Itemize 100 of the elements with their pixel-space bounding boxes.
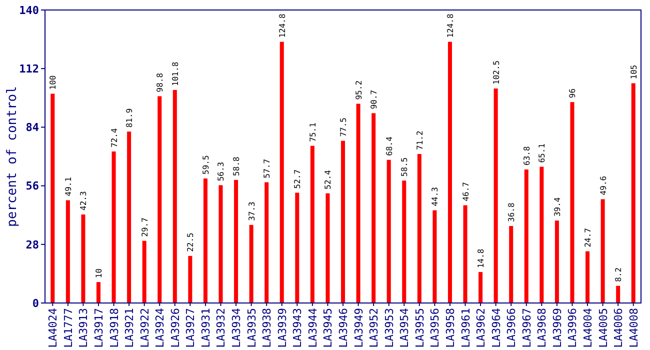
x-tick-label: LA3949 xyxy=(352,308,366,348)
x-tick-label: LA3952 xyxy=(368,308,381,348)
data-label: 75.1 xyxy=(308,122,318,142)
bar xyxy=(494,88,498,303)
bar xyxy=(66,200,70,303)
x-tick-label: LA3958 xyxy=(444,308,457,348)
data-label: 42.3 xyxy=(79,191,88,210)
y-tick-label: 84 xyxy=(26,121,40,134)
data-label: 49.1 xyxy=(64,176,73,196)
data-label: 58.8 xyxy=(232,156,242,176)
data-label: 102.5 xyxy=(492,60,501,84)
data-label: 39.4 xyxy=(552,197,562,217)
x-tick-label: LA3939 xyxy=(276,308,289,348)
bar xyxy=(586,251,590,303)
bar xyxy=(509,226,514,303)
x-tick-label: LA3962 xyxy=(474,308,488,348)
data-label: 57.7 xyxy=(262,158,272,178)
x-tick-label: LA3953 xyxy=(382,308,396,348)
bar xyxy=(524,169,528,303)
x-tick-label: LA3961 xyxy=(459,308,472,348)
data-label: 96 xyxy=(568,88,578,98)
y-tick-label: 0 xyxy=(32,296,39,310)
bar xyxy=(81,214,86,303)
bar xyxy=(631,83,636,303)
bar xyxy=(280,42,284,303)
data-label: 100 xyxy=(48,75,58,90)
data-label: 44.3 xyxy=(430,186,440,206)
x-tick-label: LA3996 xyxy=(566,308,580,348)
x-tick-label: LA3935 xyxy=(245,308,258,348)
bar xyxy=(448,42,452,303)
y-tick-label: 112 xyxy=(19,62,39,76)
x-tick-label: LA3931 xyxy=(199,308,212,348)
bar xyxy=(218,185,223,303)
x-tick-label: LA3922 xyxy=(138,308,152,348)
bar xyxy=(356,104,360,303)
x-tick-label: LA3917 xyxy=(92,308,106,348)
data-label: 90.7 xyxy=(370,90,379,110)
bar xyxy=(432,210,437,303)
bar xyxy=(341,140,345,303)
bar xyxy=(478,272,483,303)
bar xyxy=(386,160,391,303)
data-label: 52.7 xyxy=(293,169,302,189)
bar xyxy=(249,224,254,303)
data-label: 101.8 xyxy=(170,62,180,86)
data-label: 10 xyxy=(94,268,104,278)
x-tick-label: LA3969 xyxy=(550,308,564,348)
x-tick-label: LA3946 xyxy=(337,308,350,348)
x-tick-label: LA3964 xyxy=(490,308,503,348)
data-label: 22.5 xyxy=(186,232,196,252)
x-tick-label: LA3968 xyxy=(536,308,549,348)
data-label: 72.4 xyxy=(110,128,119,148)
bar xyxy=(372,113,376,303)
bar xyxy=(234,180,238,303)
bar xyxy=(96,282,100,303)
data-label: 58.5 xyxy=(400,157,410,177)
data-label: 8.2 xyxy=(614,267,624,282)
y-tick-label: 140 xyxy=(19,4,39,17)
bar xyxy=(188,256,192,303)
x-tick-label: LA1777 xyxy=(62,308,75,348)
x-tick-label: LA3954 xyxy=(398,308,412,348)
data-label: 71.2 xyxy=(415,130,424,150)
data-label: 56.3 xyxy=(216,162,226,182)
x-tick-label: LA3918 xyxy=(108,308,121,348)
bar xyxy=(402,180,406,303)
data-label: 98.8 xyxy=(156,72,165,92)
bar xyxy=(310,146,314,303)
x-tick-label: LA4005 xyxy=(596,308,610,348)
bar xyxy=(295,192,300,303)
bar xyxy=(554,220,559,303)
x-tick-label: LA3921 xyxy=(123,308,136,348)
data-label: 24.7 xyxy=(584,228,593,248)
x-tick-label: LA3934 xyxy=(230,308,244,348)
bar xyxy=(463,205,468,303)
data-label: 49.6 xyxy=(598,176,608,196)
data-label: 37.3 xyxy=(247,201,256,221)
x-tick-label: LA3938 xyxy=(260,308,274,348)
data-label: 124.8 xyxy=(278,14,287,38)
x-tick-label: LA3944 xyxy=(306,308,320,348)
data-label: 68.4 xyxy=(384,136,394,156)
data-label: 124.8 xyxy=(446,14,455,38)
bar xyxy=(50,94,55,303)
x-tick-label: LA3956 xyxy=(428,308,442,348)
y-axis-title: percent of control xyxy=(5,86,20,227)
data-label: 63.8 xyxy=(522,146,532,166)
bar xyxy=(203,178,208,303)
x-tick-label: LA4008 xyxy=(627,308,640,348)
y-tick-label: 56 xyxy=(26,180,40,193)
bar xyxy=(570,102,574,303)
bar xyxy=(158,96,162,303)
bar xyxy=(540,166,544,303)
y-tick-label: 28 xyxy=(26,238,39,252)
x-tick-label: LA4024 xyxy=(46,308,60,348)
data-label: 81.9 xyxy=(125,108,134,128)
data-label: 29.7 xyxy=(140,217,150,237)
bar xyxy=(142,240,146,303)
x-tick-label: LA3924 xyxy=(154,308,167,348)
bar xyxy=(264,182,269,303)
data-label: 14.8 xyxy=(476,248,486,268)
data-label: 77.5 xyxy=(339,117,348,137)
x-tick-label: LA3955 xyxy=(413,308,426,348)
